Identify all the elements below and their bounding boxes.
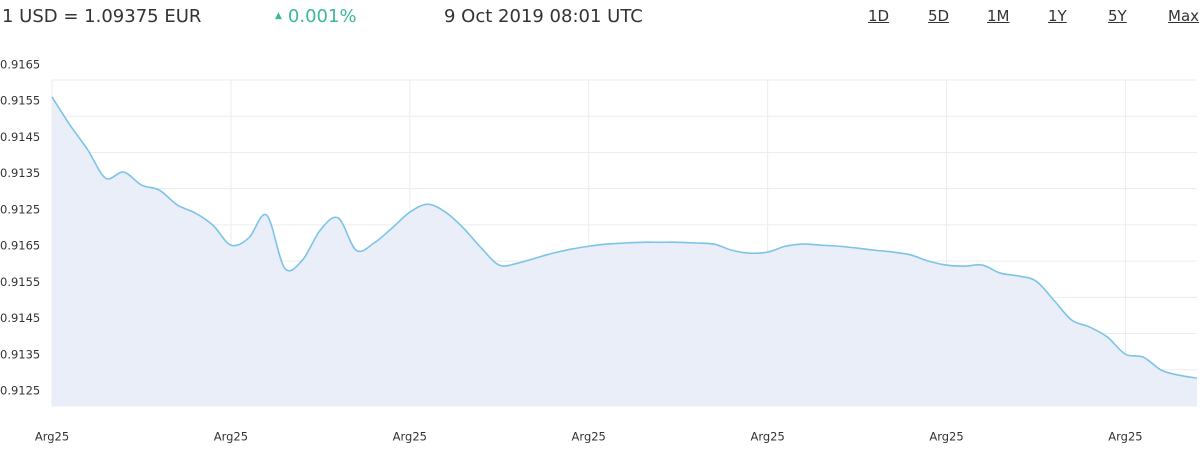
y-tick-label: 0.9135 bbox=[0, 347, 40, 361]
y-tick-label: 0.9135 bbox=[0, 166, 40, 180]
range-button[interactable]: 1Y bbox=[1048, 7, 1067, 25]
y-tick-label: 0.9125 bbox=[0, 202, 40, 216]
y-tick-label: 0.9155 bbox=[0, 94, 40, 108]
range-button[interactable]: 1D bbox=[868, 7, 890, 25]
x-tick-label: Arg25 bbox=[1108, 430, 1142, 444]
y-tick-label: 0.9155 bbox=[0, 275, 40, 289]
x-tick-label: Arg25 bbox=[393, 430, 427, 444]
x-tick-label: Arg25 bbox=[572, 430, 606, 444]
range-button[interactable]: 5Y bbox=[1108, 7, 1127, 25]
x-tick-label: Arg25 bbox=[35, 430, 69, 444]
range-button[interactable]: Max bbox=[1168, 7, 1200, 25]
change-value: 0.001% bbox=[287, 6, 357, 27]
y-tick-label: 0.9165 bbox=[0, 58, 40, 72]
y-tick-label: 0.9145 bbox=[0, 311, 40, 325]
y-tick-label: 0.9165 bbox=[0, 239, 40, 253]
x-tick-label: Arg25 bbox=[214, 430, 248, 444]
up-arrow: ▲ bbox=[275, 11, 282, 21]
exchange-rate: 1 USD = 1.09375 EUR bbox=[2, 6, 202, 27]
timestamp: 9 Oct 2019 08:01 UTC bbox=[444, 6, 643, 27]
x-tick-label: Arg25 bbox=[750, 430, 784, 444]
range-button[interactable]: 5D bbox=[928, 7, 950, 25]
x-tick-label: Arg25 bbox=[929, 430, 963, 444]
range-button[interactable]: 1M bbox=[987, 7, 1010, 25]
y-tick-label: 0.9145 bbox=[0, 130, 40, 144]
line bbox=[51, 96, 1198, 379]
y-tick-label: 0.9125 bbox=[0, 384, 40, 398]
area bbox=[52, 97, 1197, 406]
change: ▲ 0.001% bbox=[275, 6, 357, 27]
